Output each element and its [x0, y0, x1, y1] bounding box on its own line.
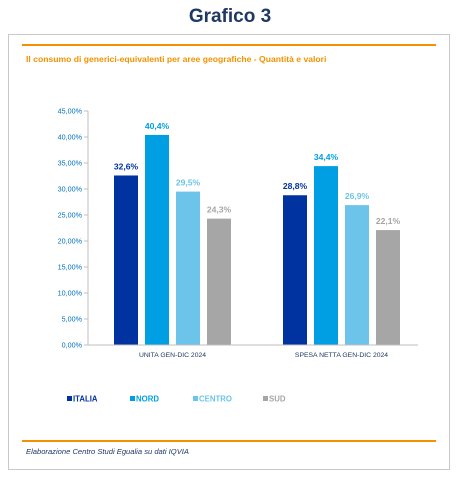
y-tick-label: 45,00% [58, 107, 83, 116]
legend-label: SUD [269, 395, 286, 404]
bar-italia [114, 175, 138, 345]
legend: ITALIA NORD CENTRO SUD [67, 395, 286, 404]
y-tick-label: 15,00% [58, 263, 83, 272]
y-tick-label: 35,00% [58, 159, 83, 168]
bottom-divider [22, 440, 436, 442]
legend-swatch [67, 396, 72, 401]
data-labels: 32,6% 40,4% 29,5% 24,3% 28,8% 34,4% 26,9% 22,1% [114, 121, 401, 226]
bar-centro [345, 205, 369, 345]
bar-centro [176, 191, 200, 345]
bar-sud [376, 230, 400, 345]
bar-nord [145, 134, 169, 345]
page-title: Grafico 3 [188, 6, 272, 27]
x-category-label: SPESA NETTA GEN-DIC 2024 [295, 352, 388, 359]
legend-swatch [193, 396, 198, 401]
bar-italia [283, 195, 307, 345]
data-label: 22,1% [376, 216, 401, 226]
legend-label: ITALIA [73, 395, 98, 404]
source-note: Elaborazione Centro Studi Egualia su dat… [26, 447, 189, 456]
y-tick-label: 40,00% [58, 133, 83, 142]
top-divider [22, 44, 436, 46]
y-axis: 0,00% 5,00% 10,00% 15,00% 20,00% 25,00% 30,00%… [58, 107, 89, 350]
x-axis: UNITA GEN-DIC 2024 SPESA NETTA GEN-DIC 20… [88, 344, 418, 359]
legend-label: NORD [136, 395, 159, 404]
chart-title: Il consumo di generici-equivalenti per a… [26, 54, 327, 64]
data-label: 40,4% [145, 121, 170, 131]
bars [114, 134, 400, 345]
data-label: 24,3% [207, 205, 232, 215]
x-category-label: UNITA GEN-DIC 2024 [139, 352, 206, 359]
bar-nord [314, 166, 338, 345]
y-tick-label: 30,00% [58, 185, 83, 194]
data-label: 28,8% [283, 181, 308, 191]
y-tick-label: 0,00% [62, 341, 83, 350]
legend-swatch [130, 396, 135, 401]
y-tick-label: 25,00% [58, 211, 83, 220]
data-label: 32,6% [114, 161, 139, 171]
bar-sud [207, 218, 231, 345]
legend-label: CENTRO [199, 395, 232, 404]
legend-swatch [263, 396, 268, 401]
data-label: 34,4% [314, 152, 339, 162]
y-tick-label: 20,00% [58, 237, 83, 246]
data-label: 29,5% [176, 178, 201, 188]
data-label: 26,9% [345, 191, 370, 201]
y-tick-label: 10,00% [58, 289, 83, 298]
y-tick-label: 5,00% [62, 315, 83, 324]
